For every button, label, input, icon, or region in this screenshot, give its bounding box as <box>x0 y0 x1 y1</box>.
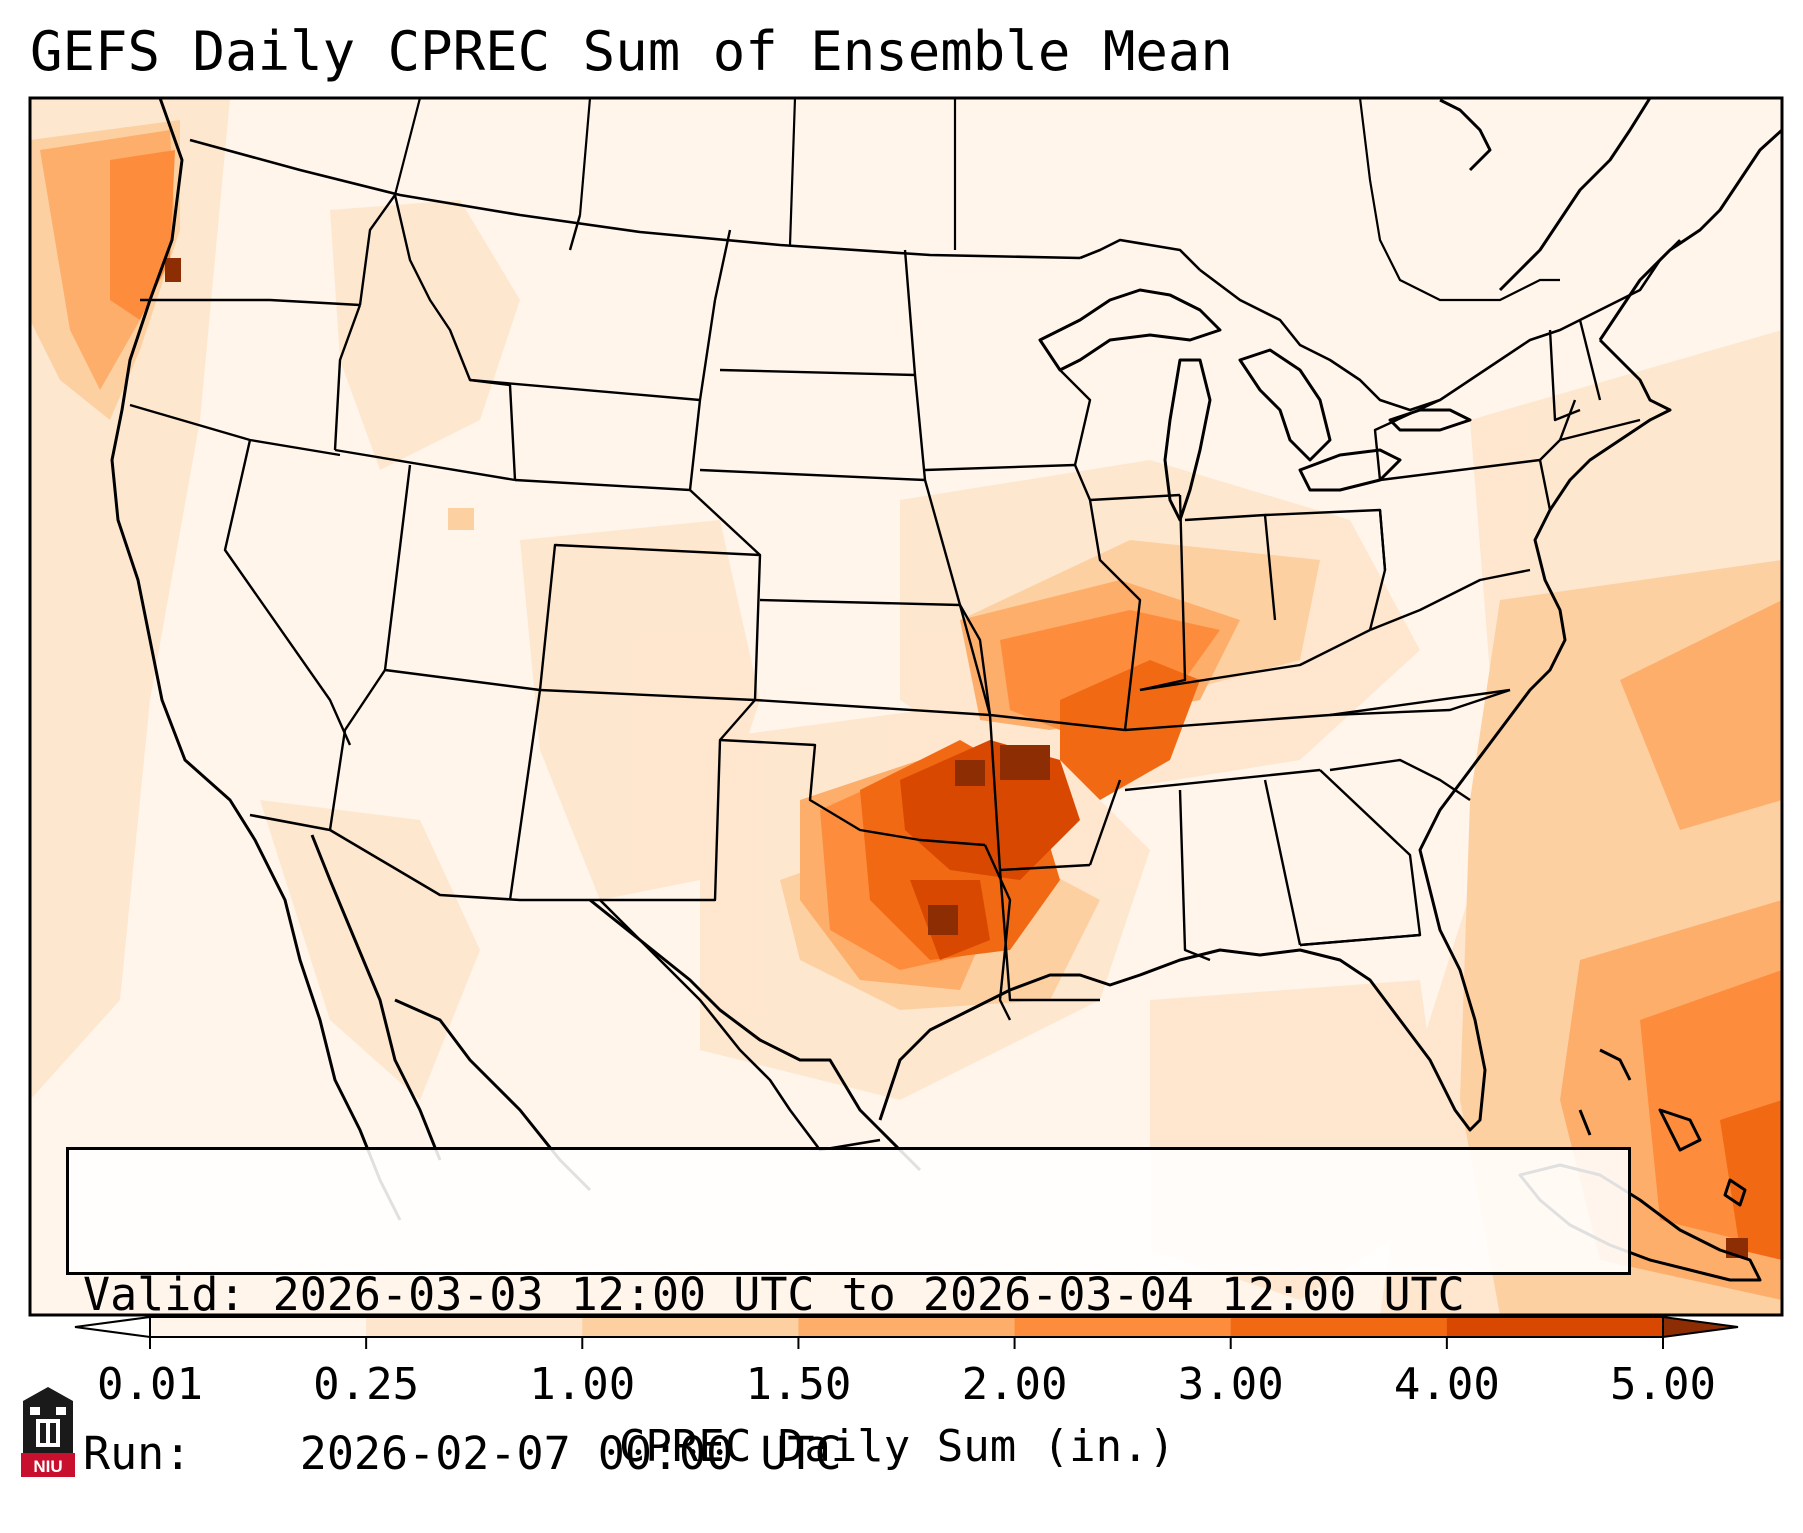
valid-line: Valid: 2026-03-03 12:00 UTC to 2026-03-0… <box>83 1268 1614 1321</box>
colorbar-extend-max <box>1662 1315 1739 1339</box>
colorbar-segment <box>366 1317 583 1337</box>
precip-map <box>28 96 1784 1317</box>
colorbar-label: CPREC Daily Sum (in.) <box>618 1421 1176 1472</box>
colorbar-segment <box>1446 1317 1664 1337</box>
colorbar-tick-label: 3.00 <box>1177 1359 1284 1410</box>
map-title: GEFS Daily CPREC Sum of Ensemble Mean <box>30 20 1233 83</box>
map-frame <box>28 96 1784 1317</box>
colorbar-extend-min <box>74 1315 151 1339</box>
province-borders <box>393 98 1560 302</box>
colorbar-frame <box>149 1316 1664 1338</box>
colorbar-tick-label: 1.50 <box>745 1359 852 1410</box>
valid-time-range: 2026-03-03 12:00 UTC to 2026-03-04 12:00… <box>272 1268 1465 1321</box>
run-label: Run: <box>83 1427 192 1480</box>
colorbar-segment <box>798 1317 1016 1337</box>
colorbar-segment <box>582 1317 799 1337</box>
valid-label: Valid: <box>83 1268 246 1321</box>
colorbar-tick-label: 4.00 <box>1393 1359 1500 1410</box>
colorbar-tick-label: 5.00 <box>1610 1359 1716 1410</box>
precip-band-400 <box>165 258 1748 1258</box>
niu-logo-text: NIU <box>33 1457 62 1476</box>
colorbar-tick-label: 0.25 <box>313 1359 420 1410</box>
colorbar-ticks <box>149 1337 1664 1349</box>
state-borders <box>129 194 1641 1021</box>
colorbar-segment <box>1014 1317 1232 1337</box>
colorbar-segments <box>74 1315 1739 1339</box>
colorbar-tick-label: 1.00 <box>529 1359 636 1410</box>
colorbar-tick-label: 0.01 <box>97 1359 203 1410</box>
colorbar-segment <box>150 1317 367 1337</box>
niu-logo: NIU <box>21 1387 75 1477</box>
colorbar-segment <box>1230 1317 1448 1337</box>
colorbar-tick-label: 2.00 <box>961 1359 1068 1410</box>
run-line: Run: 2026-02-07 00:00 UTC <box>83 1427 1614 1480</box>
run-time: 2026-02-07 00:00 UTC <box>299 1427 842 1480</box>
valid-run-infobox: Valid: 2026-03-03 12:00 UTC to 2026-03-0… <box>66 1147 1631 1480</box>
colorbar <box>74 1315 1739 1349</box>
